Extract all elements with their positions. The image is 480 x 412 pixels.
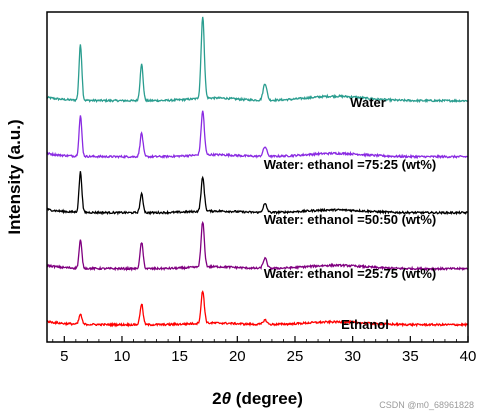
x-tick-label-10: 10	[114, 348, 131, 365]
plot-frame	[46, 11, 469, 343]
x-tick-label-15: 15	[171, 348, 188, 365]
x-tick-label-40: 40	[460, 348, 477, 365]
x-tick-label-30: 30	[344, 348, 361, 365]
series-label-1: Water: ethanol =75:25 (wt%)	[264, 157, 437, 172]
series-labels: Water Water: ethanol =75:25 (wt%) Water: e…	[264, 95, 437, 332]
series-line-2	[46, 171, 469, 216]
x-tick-label-5: 5	[60, 348, 68, 365]
series-line-3	[46, 220, 469, 272]
watermark: CSDN @m0_68961828	[379, 400, 474, 410]
x-axis-title: 2θ (degree)	[212, 389, 303, 408]
x-tick-label-35: 35	[402, 348, 419, 365]
series-label-0: Water	[350, 95, 386, 110]
series-line-0	[46, 16, 469, 104]
series-line-1	[46, 110, 469, 160]
x-ticks: 5 10 15 20 25 30 35 40	[52, 336, 477, 365]
series-label-3: Water: ethanol =25:75 (wt%)	[264, 266, 437, 281]
series-label-4: Ethanol	[341, 317, 389, 332]
y-axis-title: Intensity (a.u.)	[5, 119, 24, 234]
x-tick-label-20: 20	[229, 348, 246, 365]
x-tick-label-25: 25	[287, 348, 304, 365]
curves-layer	[46, 16, 469, 328]
series-line-4	[46, 290, 469, 328]
series-label-2: Water: ethanol =50:50 (wt%)	[264, 212, 437, 227]
